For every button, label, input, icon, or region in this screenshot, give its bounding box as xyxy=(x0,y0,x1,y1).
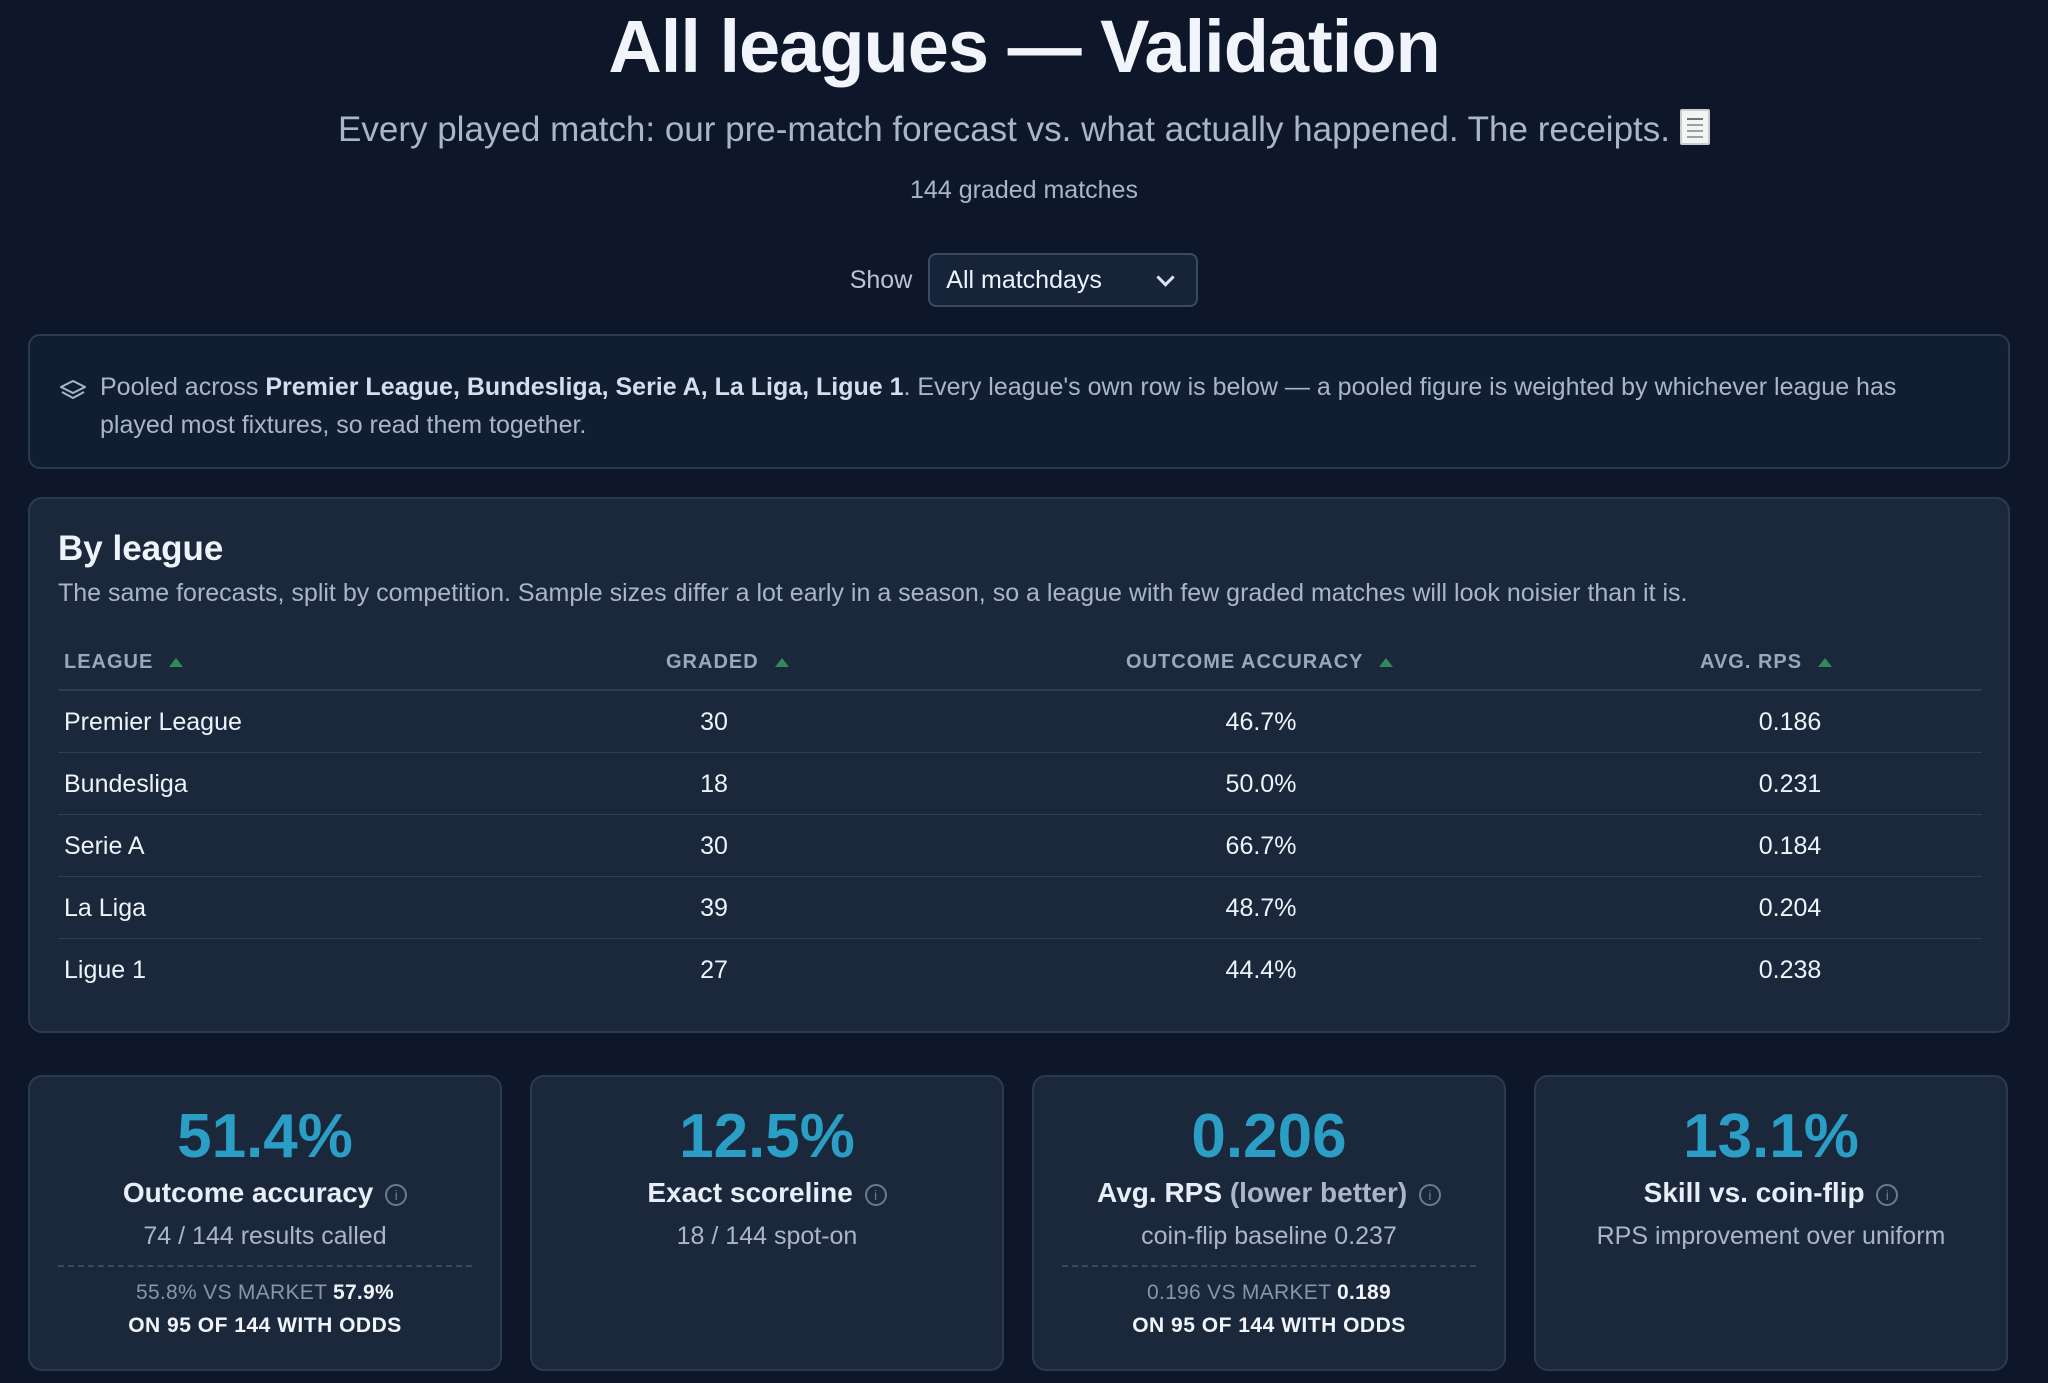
accuracy-value: 46.7% xyxy=(1225,708,1297,736)
stat-sub: 18 / 144 spot-on xyxy=(676,1222,858,1250)
market-comparison: 0.196 VS MARKET 0.189 xyxy=(1034,1281,1504,1305)
accuracy-value: 66.7% xyxy=(1225,832,1297,860)
stat-sub: coin-flip baseline 0.237 xyxy=(1141,1222,1397,1250)
show-label: Show xyxy=(849,265,913,294)
graded-value: 18 xyxy=(700,770,728,798)
info-icon[interactable]: i xyxy=(864,1184,887,1206)
info-icon[interactable]: i xyxy=(385,1184,408,1206)
column-header-rps[interactable]: AVG. RPS xyxy=(1700,651,1833,674)
league-name: Serie A xyxy=(64,832,145,860)
stat-value: 13.1% xyxy=(1683,1102,1859,1171)
graded-value: 30 xyxy=(700,708,728,736)
info-icon[interactable]: i xyxy=(1876,1184,1899,1206)
stat-sub: RPS improvement over uniform xyxy=(1596,1222,1946,1250)
stat-value: 12.5% xyxy=(679,1102,855,1171)
graded-count: 144 graded matches xyxy=(910,176,1138,204)
info-icon[interactable]: i xyxy=(1418,1184,1441,1206)
table-row: Serie A 30 66.7% 0.184 xyxy=(58,815,1982,877)
table-row: Bundesliga 18 50.0% 0.231 xyxy=(58,753,1982,815)
stat-sub: 74 / 144 results called xyxy=(143,1222,387,1250)
graded-value: 27 xyxy=(700,956,728,984)
table-row: Ligue 1 27 44.4% 0.238 xyxy=(58,939,1982,1001)
market-value: 57.9% xyxy=(332,1281,395,1304)
stat-value: 51.4% xyxy=(177,1102,353,1171)
table-row: Premier League 30 46.7% 0.186 xyxy=(58,691,1982,753)
accuracy-value: 48.7% xyxy=(1225,894,1297,922)
league-name: Ligue 1 xyxy=(64,956,147,984)
table-header: LEAGUE GRADED OUTCOME ACCURACY AVG. RPS xyxy=(58,641,1982,691)
card-divider xyxy=(58,1265,472,1267)
market-prefix: 0.196 VS MARKET xyxy=(1146,1281,1337,1304)
column-header-league[interactable]: LEAGUE xyxy=(64,651,184,674)
stat-label-text: Outcome accuracy xyxy=(122,1177,374,1208)
chevron-down-icon xyxy=(1156,267,1175,287)
market-comparison: 55.8% VS MARKET 57.9% xyxy=(30,1281,500,1305)
matchday-select-value: All matchdays xyxy=(946,265,1102,294)
rps-value: 0.186 xyxy=(1758,708,1822,736)
pooled-note: Pooled across Premier League, Bundesliga… xyxy=(28,334,2010,469)
matchday-filter: Show All matchdays xyxy=(0,253,2048,307)
stat-card-avg-rps: 0.206 Avg. RPS (lower better) i coin-fli… xyxy=(1032,1075,1506,1371)
market-note: ON 95 OF 144 WITH ODDS xyxy=(128,1314,402,1337)
by-league-description: The same forecasts, split by competition… xyxy=(58,579,1688,607)
league-name: Premier League xyxy=(64,708,242,736)
graded-value: 39 xyxy=(700,894,728,922)
league-name: La Liga xyxy=(64,894,147,922)
stat-label: Outcome accuracy i xyxy=(30,1177,500,1209)
note-leagues: Premier League, Bundesliga, Serie A, La … xyxy=(265,373,904,401)
layers-icon xyxy=(60,380,86,399)
stat-label: Skill vs. coin-flip i xyxy=(1536,1177,2006,1209)
column-header-graded[interactable]: GRADED xyxy=(666,651,789,674)
receipt-icon xyxy=(1679,109,1710,145)
stat-label: Avg. RPS (lower better) i xyxy=(1034,1177,1504,1209)
by-league-title: By league xyxy=(58,529,224,568)
stat-label: Exact scoreline i xyxy=(532,1177,1002,1209)
accuracy-value: 44.4% xyxy=(1225,956,1297,984)
rps-value: 0.204 xyxy=(1758,894,1822,922)
stat-label-text: Avg. RPS xyxy=(1097,1177,1223,1208)
column-header-accuracy[interactable]: OUTCOME ACCURACY xyxy=(1126,651,1394,674)
note-prefix: Pooled across xyxy=(100,373,266,401)
stat-value: 0.206 xyxy=(1191,1102,1347,1171)
column-label: LEAGUE xyxy=(64,651,154,673)
league-table: LEAGUE GRADED OUTCOME ACCURACY AVG. RPS xyxy=(58,641,1982,1001)
page-title: All leagues — Validation xyxy=(608,5,1440,88)
stat-label-muted: (lower better) xyxy=(1229,1177,1408,1208)
stat-card-skill: 13.1% Skill vs. coin-flip i RPS improvem… xyxy=(1534,1075,2008,1371)
sort-asc-icon xyxy=(1379,658,1394,667)
league-name: Bundesliga xyxy=(64,770,188,798)
subtitle-text: Every played match: our pre-match foreca… xyxy=(338,110,1670,149)
stat-label-text: Exact scoreline xyxy=(647,1177,853,1208)
sort-asc-icon xyxy=(169,658,184,667)
card-divider xyxy=(1062,1265,1476,1267)
stat-card-outcome-accuracy: 51.4% Outcome accuracy i 74 / 144 result… xyxy=(28,1075,502,1371)
by-league-panel: By league The same forecasts, split by c… xyxy=(28,497,2010,1033)
table-row: La Liga 39 48.7% 0.204 xyxy=(58,877,1982,939)
sort-asc-icon xyxy=(774,658,789,667)
market-prefix: 55.8% VS MARKET xyxy=(135,1281,333,1304)
stat-card-exact-scoreline: 12.5% Exact scoreline i 18 / 144 spot-on xyxy=(530,1075,1004,1371)
market-note: ON 95 OF 144 WITH ODDS xyxy=(1132,1314,1406,1337)
rps-value: 0.231 xyxy=(1758,770,1822,798)
graded-value: 30 xyxy=(700,832,728,860)
matchday-select[interactable]: All matchdays xyxy=(928,253,1199,307)
column-label: OUTCOME ACCURACY xyxy=(1126,651,1364,673)
column-label: AVG. RPS xyxy=(1700,651,1803,673)
sort-asc-icon xyxy=(1818,658,1833,667)
market-value: 0.189 xyxy=(1336,1281,1392,1304)
rps-value: 0.184 xyxy=(1758,832,1822,860)
stat-label-text: Skill vs. coin-flip xyxy=(1643,1177,1865,1208)
accuracy-value: 50.0% xyxy=(1225,770,1297,798)
rps-value: 0.238 xyxy=(1758,956,1822,984)
column-label: GRADED xyxy=(666,651,759,673)
page-subtitle: Every played match: our pre-match foreca… xyxy=(0,108,2048,152)
note-suffix: . Every league's own row is below — a po… xyxy=(100,373,1897,439)
